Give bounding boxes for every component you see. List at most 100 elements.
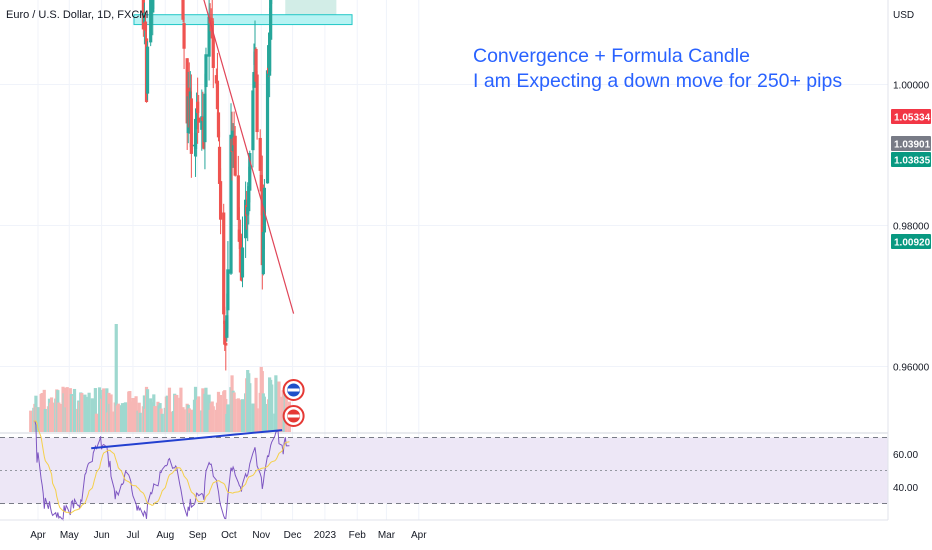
price-label-text: 1.03835 xyxy=(894,156,931,167)
volume-bar xyxy=(153,406,157,432)
candle[interactable] xyxy=(258,129,262,176)
time-tick-label: Jun xyxy=(94,530,110,541)
candle[interactable] xyxy=(222,203,226,324)
price-label-text: 1.00920 xyxy=(894,238,931,249)
candle-body xyxy=(182,23,186,49)
candle[interactable] xyxy=(229,103,233,275)
price-label-badge: 1.03835 xyxy=(891,152,931,167)
candle[interactable] xyxy=(269,0,273,72)
candle[interactable] xyxy=(181,0,185,23)
candle[interactable] xyxy=(211,18,215,89)
volume-bar xyxy=(179,387,183,432)
symbol-title: Euro / U.S. Dollar, 1D, FXCM xyxy=(6,9,149,21)
time-tick-label: Oct xyxy=(221,530,237,541)
candle[interactable] xyxy=(204,47,208,105)
volume-bar xyxy=(124,402,128,432)
candle-body xyxy=(258,137,262,171)
volume-bar xyxy=(218,395,223,432)
candle-body xyxy=(215,80,220,110)
volume-bar xyxy=(114,324,118,432)
candle[interactable] xyxy=(255,70,259,140)
volume-bar xyxy=(262,396,266,432)
volume-bar xyxy=(29,410,33,432)
candle-body xyxy=(240,247,245,278)
volume-bar xyxy=(281,390,285,432)
candle-body xyxy=(145,46,150,94)
volume-bar xyxy=(94,413,99,432)
candle-body xyxy=(151,0,155,13)
currency-label: USD xyxy=(893,10,914,21)
candle[interactable] xyxy=(218,168,223,235)
candle-body xyxy=(214,75,219,84)
candle-body xyxy=(238,237,243,250)
rsi-band xyxy=(0,437,888,504)
candle-body xyxy=(209,17,213,23)
candle-body xyxy=(143,21,148,31)
rsi-tick-label: 40.00 xyxy=(893,483,918,494)
candle-body xyxy=(193,132,198,149)
candle[interactable] xyxy=(240,216,245,288)
price-tick-label: 0.98000 xyxy=(893,222,930,233)
candle-body xyxy=(201,116,205,121)
time-tick-label: Aug xyxy=(156,530,174,541)
volume-bar xyxy=(105,388,109,432)
candle-body xyxy=(229,134,233,274)
candle-body xyxy=(224,343,228,346)
candle[interactable] xyxy=(203,73,207,170)
candle[interactable] xyxy=(244,181,248,258)
candle-body xyxy=(226,269,230,311)
volume-bar xyxy=(175,394,179,432)
trendline-red[interactable] xyxy=(0,0,295,314)
time-tick-label: Sep xyxy=(189,530,207,541)
volume-bar xyxy=(116,403,120,432)
candle[interactable] xyxy=(196,77,200,144)
volume-bar xyxy=(255,408,259,432)
time-tick-label: 2023 xyxy=(314,530,337,541)
candle[interactable] xyxy=(236,155,240,242)
candle[interactable] xyxy=(233,126,237,177)
us-flag-icon[interactable] xyxy=(282,405,305,427)
volume-bar xyxy=(109,394,113,432)
time-tick-label: Jul xyxy=(127,530,140,541)
volume-bar xyxy=(240,399,245,432)
rsi-line[interactable] xyxy=(33,420,290,522)
price-tick-label: 0.96000 xyxy=(893,363,930,374)
candle[interactable] xyxy=(197,95,201,134)
candle[interactable] xyxy=(261,226,265,276)
candle-body xyxy=(248,153,252,191)
candle-body xyxy=(265,70,270,184)
candle-body xyxy=(222,212,226,315)
candle-body xyxy=(197,117,201,123)
candle[interactable] xyxy=(151,0,155,36)
candle-body xyxy=(200,116,204,130)
candle-body xyxy=(211,36,215,68)
candle[interactable] xyxy=(145,41,150,101)
economic-event-icon[interactable] xyxy=(282,379,305,401)
candle[interactable] xyxy=(207,0,211,81)
volume-bar xyxy=(197,396,201,432)
candle-body xyxy=(259,174,263,192)
volume-bar xyxy=(87,392,91,432)
candle[interactable] xyxy=(149,0,153,47)
volume-bars xyxy=(29,324,292,432)
candle-body xyxy=(254,48,258,82)
candle[interactable] xyxy=(226,241,230,329)
candle-body xyxy=(225,315,229,338)
annotation-line-2: I am Expecting a down move for 250+ pips xyxy=(473,70,843,92)
candle-body xyxy=(251,90,255,151)
candle[interactable] xyxy=(182,16,186,70)
rsi-divergence-line[interactable] xyxy=(91,429,283,450)
candle[interactable] xyxy=(189,74,193,178)
candle[interactable] xyxy=(216,99,221,142)
candle[interactable] xyxy=(193,124,198,177)
support-zone[interactable] xyxy=(133,14,353,26)
candle-body xyxy=(223,320,227,345)
rsi-pane xyxy=(0,420,888,522)
candle-body xyxy=(237,229,241,242)
candle[interactable] xyxy=(251,74,255,168)
time-tick-label: Apr xyxy=(411,530,427,541)
candle-body xyxy=(244,199,248,239)
price-label-text: 1.03901 xyxy=(894,140,931,151)
